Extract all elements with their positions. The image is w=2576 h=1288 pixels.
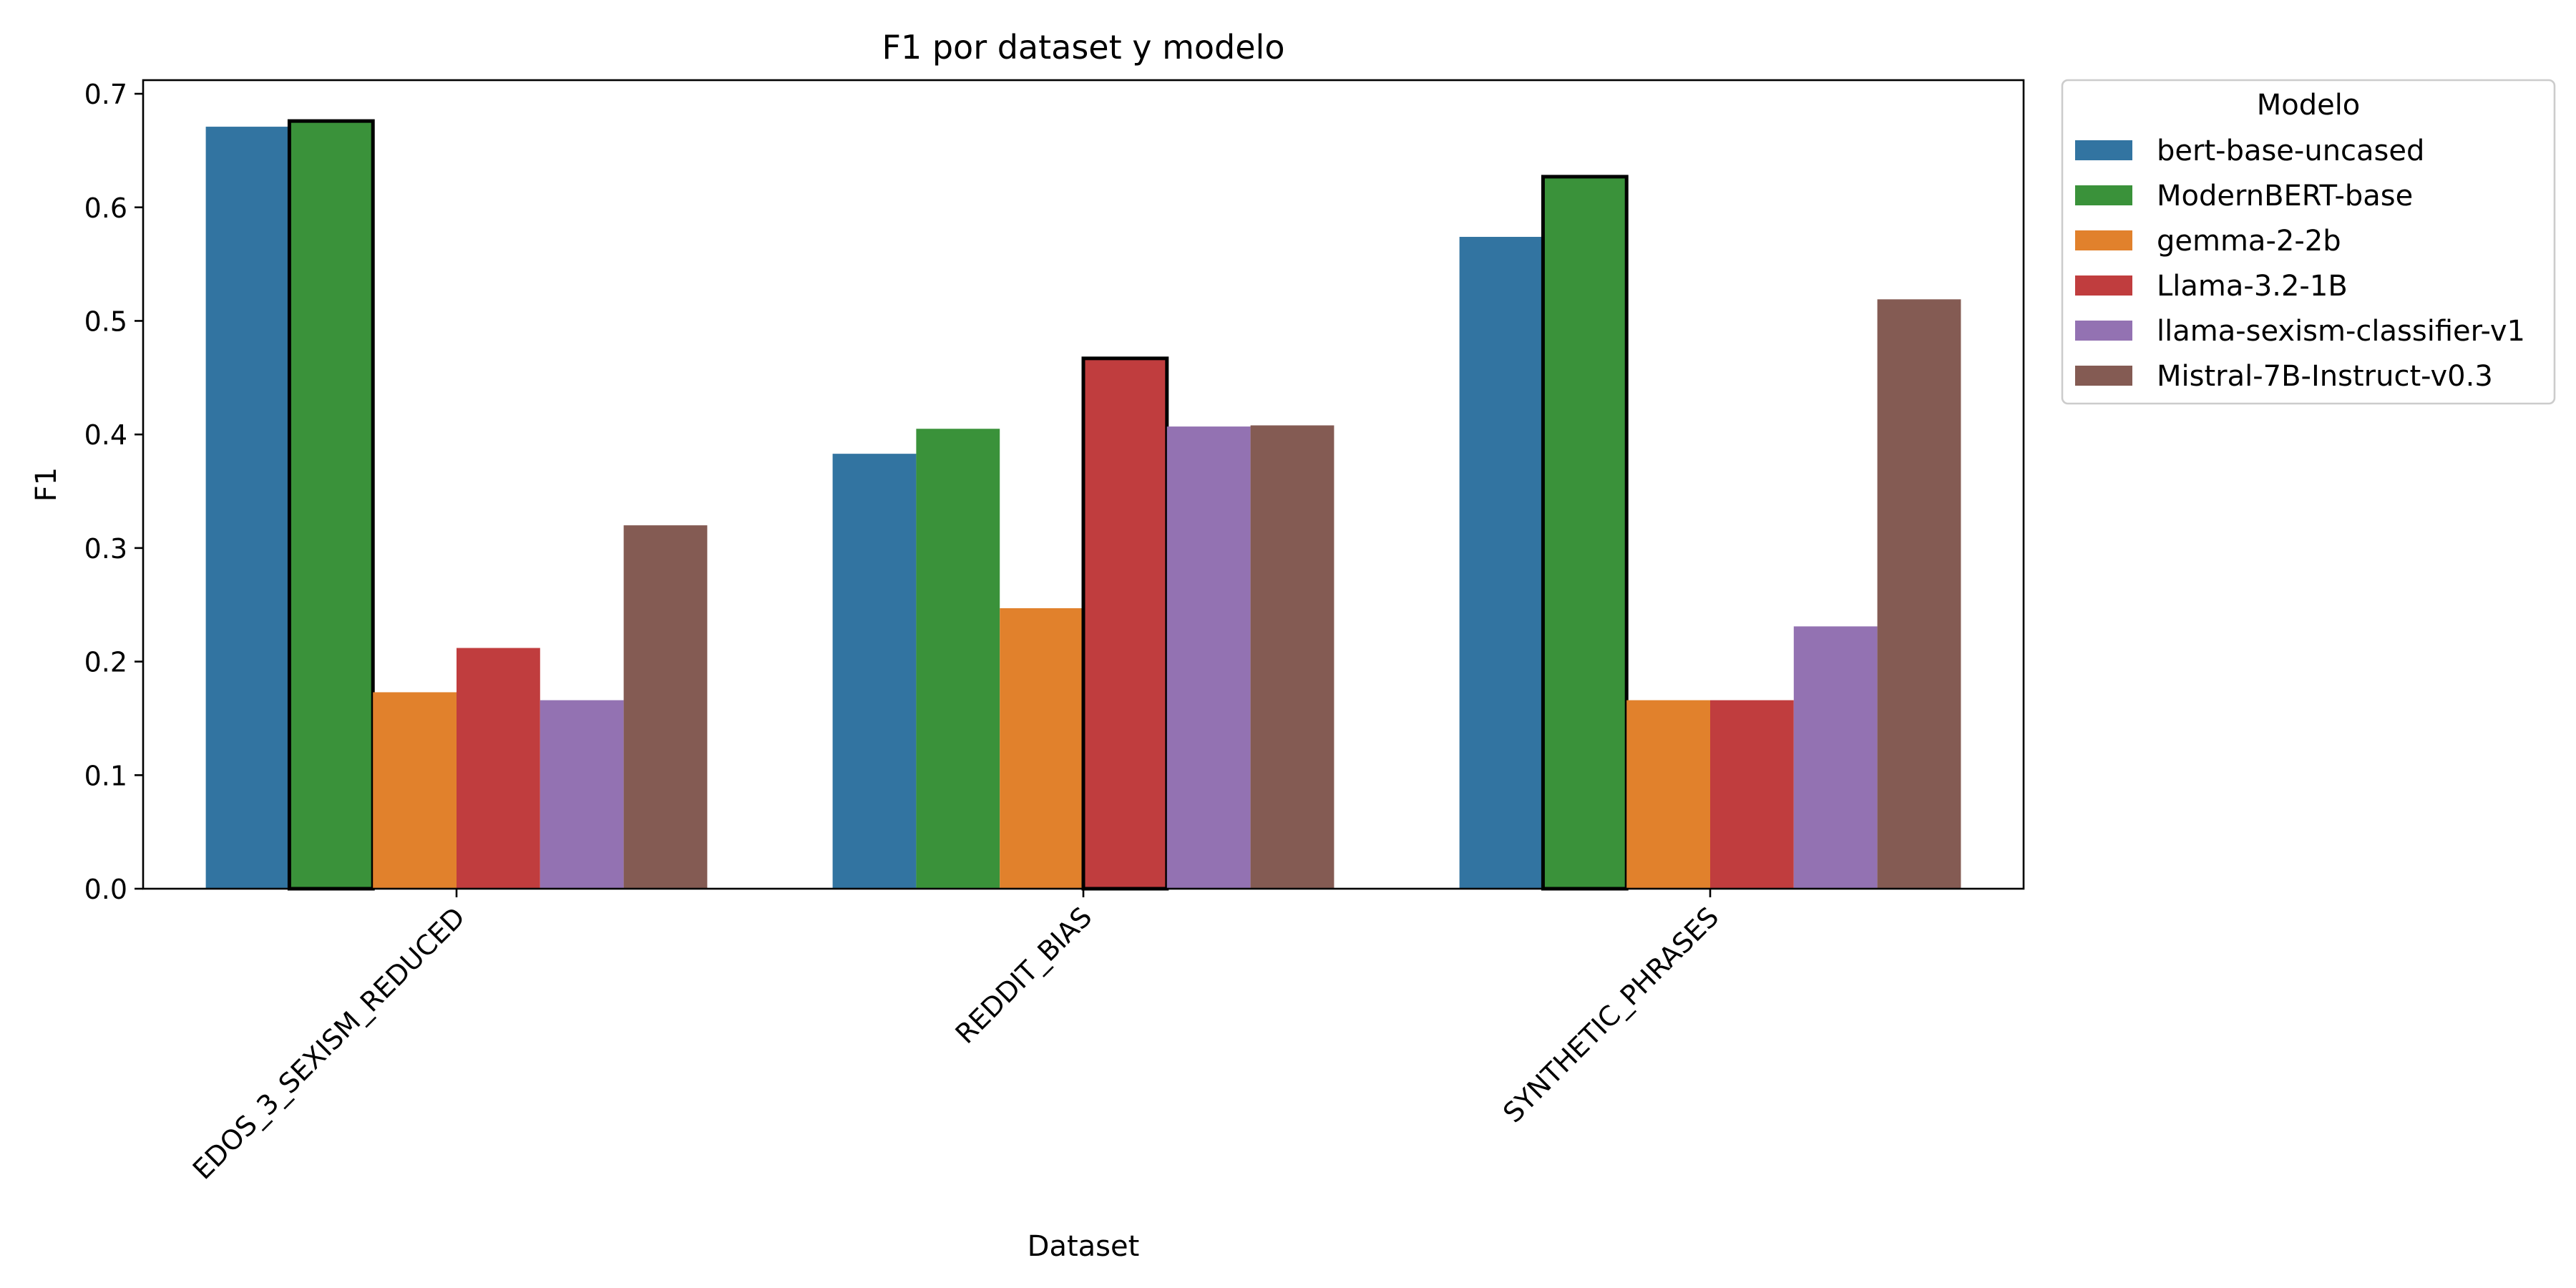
bar-edos-3-sexism-reduced-mistral-7b-instruct-v0-3 xyxy=(623,525,708,889)
x-axis: EDOS_3_SEXISM_REDUCED REDDIT_BIAS SYNTHETI… xyxy=(187,889,1724,1186)
legend-label-bert-base-uncased: bert-base-uncased xyxy=(2157,135,2424,167)
bar-edos-3-sexism-reduced-llama-sexism-classifier-v1 xyxy=(540,700,624,889)
y-tick-label: 0.4 xyxy=(84,419,127,451)
bars-layer xyxy=(205,119,1961,891)
chart-title: F1 por dataset y modelo xyxy=(882,28,1285,67)
y-tick-label: 0.1 xyxy=(84,760,127,791)
legend-swatch-llama-sexism-classifier-v1 xyxy=(2075,321,2132,341)
bar-synthetic-phrases-llama-3-2-1b xyxy=(1710,700,1794,889)
y-tick-label: 0.2 xyxy=(84,647,127,678)
bar-synthetic-phrases-mistral-7b-instruct-v0-3 xyxy=(1877,299,1961,889)
legend-swatch-llama-3-2-1b xyxy=(2075,275,2132,296)
y-tick-label: 0.6 xyxy=(84,192,127,224)
bar-synthetic-phrases-gemma-2-2b xyxy=(1626,700,1710,889)
x-tick-label-synthetic-phrases: SYNTHETIC_PHRASES xyxy=(1497,901,1724,1128)
legend-swatch-mistral-7b-instruct-v0-3 xyxy=(2075,366,2132,386)
y-tick-label: 0.5 xyxy=(84,306,127,337)
legend-label-llama-3-2-1b: Llama-3.2-1B xyxy=(2157,270,2348,303)
y-axis: 0.0 0.1 0.2 0.3 0.4 0.5 0.6 0.7 xyxy=(84,79,143,905)
bar-reddit-bias-gemma-2-2b xyxy=(1000,608,1083,889)
bar-reddit-bias-llama-3-2-1b xyxy=(1081,356,1169,891)
bar-reddit-bias-mistral-7b-instruct-v0-3 xyxy=(1250,425,1335,889)
bar-reddit-bias-llama-sexism-classifier-v1 xyxy=(1166,426,1251,889)
legend: Modelo bert-base-uncased ModernBERT-base g… xyxy=(2061,79,2556,405)
legend-items: bert-base-uncased ModernBERT-base gemma-2-… xyxy=(2075,135,2525,393)
legend-swatch-bert-base-uncased xyxy=(2075,140,2132,160)
bar-synthetic-phrases-modernbert-base xyxy=(1541,175,1629,891)
bar-reddit-bias-bert-base-uncased xyxy=(832,454,917,889)
x-tick-label-reddit-bias: REDDIT_BIAS xyxy=(950,901,1098,1050)
bar-synthetic-phrases-llama-sexism-classifier-v1 xyxy=(1793,626,1878,889)
legend-swatch-gemma-2-2b xyxy=(2075,230,2132,250)
legend-label-llama-sexism-classifier-v1: llama-sexism-classifier-v1 xyxy=(2157,315,2525,348)
bar-edos-3-sexism-reduced-bert-base-uncased xyxy=(205,127,290,889)
x-axis-label: Dataset xyxy=(1028,1230,1140,1263)
y-tick-label: 0.3 xyxy=(84,533,127,565)
y-axis-label: F1 xyxy=(30,467,63,502)
y-tick-label: 0.7 xyxy=(84,79,127,110)
bar-synthetic-phrases-bert-base-uncased xyxy=(1459,237,1543,889)
y-tick-label: 0.0 xyxy=(84,874,127,905)
bar-edos-3-sexism-reduced-gemma-2-2b xyxy=(373,692,457,889)
legend-swatch-modernbert-base xyxy=(2075,185,2132,205)
legend-label-mistral-7b-instruct-v0-3: Mistral-7B-Instruct-v0.3 xyxy=(2157,360,2493,393)
legend-label-gemma-2-2b: gemma-2-2b xyxy=(2157,225,2341,258)
bar-edos-3-sexism-reduced-llama-3-2-1b xyxy=(457,648,540,889)
legend-title: Modelo xyxy=(2257,89,2361,122)
bar-edos-3-sexism-reduced-modernbert-base xyxy=(287,119,375,891)
legend-frame xyxy=(2061,79,2556,405)
x-tick-label-edos-3-sexism-reduced: EDOS_3_SEXISM_REDUCED xyxy=(187,901,471,1185)
legend-label-modernbert-base: ModernBERT-base xyxy=(2157,180,2413,213)
bar-reddit-bias-modernbert-base xyxy=(916,429,1000,889)
